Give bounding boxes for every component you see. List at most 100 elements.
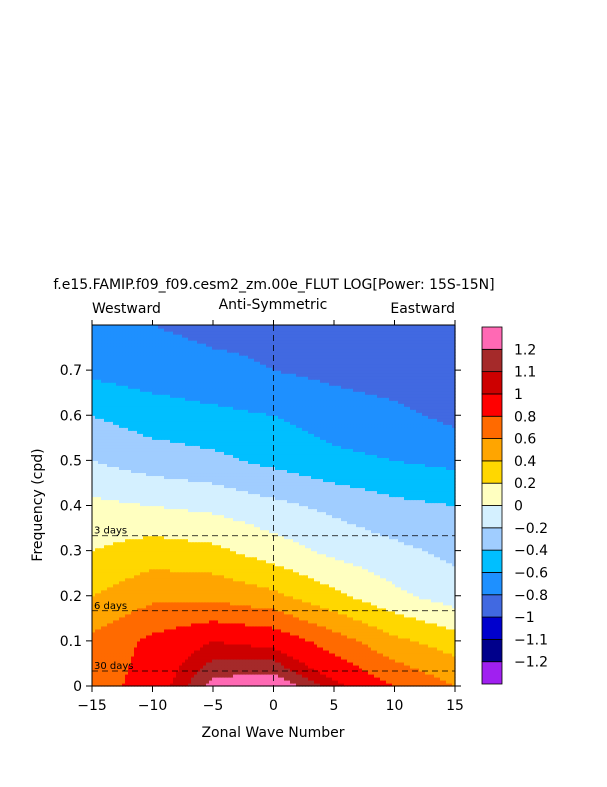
field-cell	[281, 649, 285, 654]
field-cell	[311, 622, 315, 627]
field-cell	[347, 595, 351, 600]
field-cell	[422, 634, 426, 639]
field-cell	[107, 559, 111, 564]
field-cell	[92, 637, 96, 642]
field-cell	[293, 604, 297, 609]
field-cell	[290, 565, 294, 570]
field-cell	[443, 664, 447, 669]
field-cell	[122, 676, 126, 681]
field-cell	[323, 571, 327, 576]
field-cell	[335, 640, 339, 645]
field-cell	[191, 568, 195, 573]
field-cell	[101, 622, 105, 627]
field-cell	[251, 652, 255, 657]
field-cell	[260, 595, 264, 600]
field-cell	[260, 613, 264, 618]
field-cell	[260, 634, 264, 639]
field-cell	[167, 631, 171, 636]
field-cell	[206, 655, 210, 660]
field-cell	[269, 598, 273, 603]
field-cell	[320, 616, 324, 621]
field-cell	[275, 661, 279, 666]
field-cell	[92, 598, 96, 603]
field-cell	[383, 679, 387, 684]
field-cell	[215, 658, 219, 663]
field-cell	[389, 577, 393, 582]
field-cell	[206, 613, 210, 618]
field-cell	[338, 595, 342, 600]
field-cell	[356, 658, 360, 663]
field-cell	[110, 649, 114, 654]
field-cell	[221, 640, 225, 645]
field-cell	[278, 658, 282, 663]
field-cell	[275, 664, 279, 669]
field-cell	[140, 613, 144, 618]
field-cell	[407, 616, 411, 621]
field-cell	[218, 643, 222, 648]
field-cell	[110, 652, 114, 657]
field-cell	[437, 613, 441, 618]
field-cell	[296, 646, 300, 651]
field-cell	[452, 676, 456, 681]
field-cell	[449, 637, 453, 642]
field-cell	[299, 610, 303, 615]
field-cell	[416, 586, 420, 591]
field-cell	[338, 640, 342, 645]
field-cell	[323, 676, 327, 681]
field-cell	[137, 676, 141, 681]
field-cell	[245, 652, 249, 657]
field-cell	[302, 658, 306, 663]
field-cell	[254, 565, 258, 570]
field-cell	[206, 607, 210, 612]
field-cell	[185, 643, 189, 648]
field-cell	[398, 604, 402, 609]
field-cell	[326, 619, 330, 624]
field-cell	[119, 634, 123, 639]
field-cell	[107, 637, 111, 642]
field-cell	[305, 598, 309, 603]
field-cell	[419, 682, 423, 687]
field-cell	[446, 634, 450, 639]
field-cell	[110, 646, 114, 651]
field-cell	[302, 565, 306, 570]
field-cell	[395, 616, 399, 621]
field-cell	[281, 658, 285, 663]
field-cell	[164, 583, 168, 588]
field-cell	[449, 667, 453, 672]
field-cell	[449, 577, 453, 582]
field-cell	[269, 676, 273, 681]
field-cell	[113, 658, 117, 663]
field-cell	[203, 598, 207, 603]
field-cell	[236, 643, 240, 648]
field-cell	[176, 682, 180, 687]
field-cell	[338, 622, 342, 627]
field-cell	[278, 613, 282, 618]
field-cell	[155, 673, 159, 678]
field-cell	[149, 649, 153, 654]
field-cell	[356, 607, 360, 612]
field-cell	[302, 628, 306, 633]
field-cell	[317, 616, 321, 621]
field-cell	[287, 592, 291, 597]
field-cell	[437, 628, 441, 633]
field-cell	[125, 559, 129, 564]
field-cell	[218, 562, 222, 567]
field-cell	[92, 670, 96, 675]
field-cell	[188, 661, 192, 666]
field-cell	[197, 604, 201, 609]
field-cell	[200, 673, 204, 678]
field-cell	[173, 577, 177, 582]
field-cell	[242, 664, 246, 669]
field-cell	[92, 616, 96, 621]
field-cell	[314, 643, 318, 648]
field-cell	[371, 676, 375, 681]
field-cell	[323, 631, 327, 636]
field-cell	[296, 568, 300, 573]
field-cell	[179, 640, 183, 645]
field-cell	[263, 643, 267, 648]
field-cell	[374, 580, 378, 585]
field-cell	[116, 682, 120, 687]
field-cell	[434, 565, 438, 570]
field-cell	[416, 643, 420, 648]
field-cell	[203, 682, 207, 687]
